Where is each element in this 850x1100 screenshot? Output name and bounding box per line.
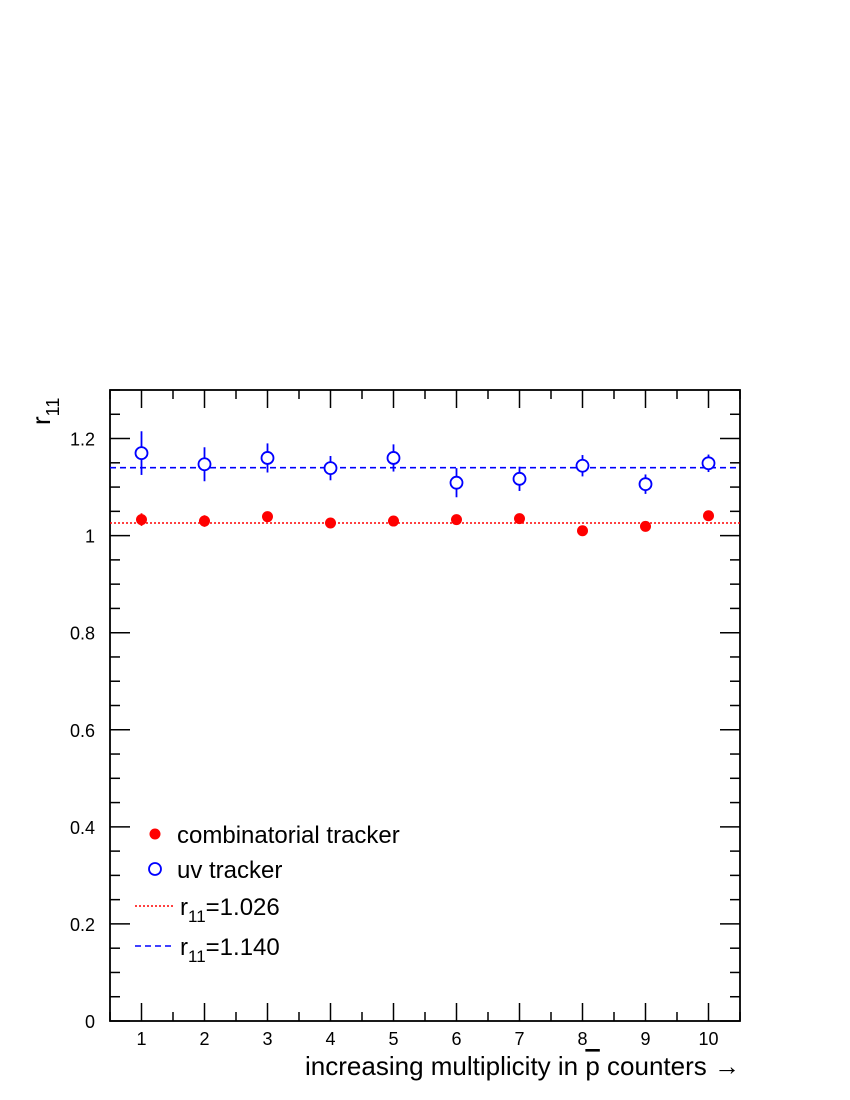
y-axis-label: r11: [26, 398, 63, 425]
legend-label: uv tracker: [177, 857, 282, 884]
y-axis-label-main: r: [26, 416, 56, 425]
y-tick-label: 0: [85, 1012, 95, 1032]
series-combinatorial-tracker: [136, 510, 714, 537]
data-point-filled: [388, 515, 399, 527]
x-tick-label: 1: [136, 1029, 146, 1049]
x-axis-label-suffix: counters →: [600, 1051, 740, 1081]
y-tick-label: 0.2: [70, 915, 95, 935]
data-point-filled: [451, 514, 462, 526]
y-tick-label: 0.8: [70, 624, 95, 644]
series-uv-tracker: [134, 431, 716, 498]
x-tick-label: 9: [640, 1029, 650, 1049]
legend-marker-open: [148, 862, 162, 876]
legend-marker-filled: [149, 828, 161, 840]
data-point-open: [197, 457, 212, 472]
x-tick-label: 3: [262, 1029, 272, 1049]
data-point-open: [512, 471, 527, 486]
data-point-filled: [514, 513, 525, 525]
x-tick-label: 8: [577, 1029, 587, 1049]
y-tick-label: 1.2: [70, 430, 95, 450]
x-axis-label: increasing multiplicity in p counters →: [305, 1051, 740, 1081]
data-point-open: [575, 458, 590, 473]
data-point-open: [638, 477, 653, 492]
legend-label: r11=1.140: [180, 934, 280, 966]
legend: combinatorial tracker uv tracker r11=1.026…: [135, 822, 400, 966]
data-point-filled: [703, 510, 714, 522]
data-point-filled: [136, 514, 147, 526]
x-axis-label-prefix: increasing multiplicity in: [305, 1051, 585, 1081]
y-tick-label: 0.6: [70, 721, 95, 741]
legend-label: r11=1.026: [180, 894, 280, 926]
x-tick-label: 4: [325, 1029, 335, 1049]
x-axis-label-pbar: p: [585, 1051, 599, 1081]
y-tick-label: 1: [85, 527, 95, 547]
data-point-filled: [577, 525, 588, 537]
data-point-filled: [325, 517, 336, 529]
data-point-filled: [640, 520, 651, 532]
x-tick-label: 6: [451, 1029, 461, 1049]
y-tick-label: 0.4: [70, 818, 95, 838]
tick-labels: 0 0.2 0.4 0.6 0.8 1 1.2 1 2 3 4 5 6 7 8 9 10: [70, 430, 719, 1049]
legend-label: combinatorial tracker: [177, 822, 400, 849]
x-tick-label: 7: [514, 1029, 524, 1049]
data-point-filled: [262, 511, 273, 523]
data-point-open: [386, 451, 401, 465]
data-series: [134, 431, 716, 537]
data-point-open: [701, 456, 716, 471]
data-point-open: [260, 451, 275, 465]
x-tick-label: 10: [698, 1029, 718, 1049]
axis-ticks: [109, 389, 741, 1022]
x-tick-label: 5: [388, 1029, 398, 1049]
data-point-filled: [199, 515, 210, 527]
y-axis-label-sub: 11: [43, 398, 63, 417]
reference-lines: [110, 466, 740, 524]
x-tick-label: 2: [199, 1029, 209, 1049]
data-point-open: [323, 461, 338, 476]
data-point-open: [134, 446, 149, 461]
data-point-open: [449, 475, 464, 490]
